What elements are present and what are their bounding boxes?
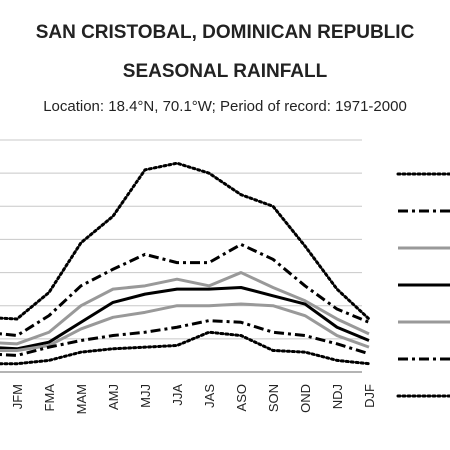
- x-tick-label: MJJ: [138, 384, 153, 408]
- series-line-6: [0, 319, 370, 357]
- x-tick-label: JFM: [10, 384, 25, 409]
- x-tick-label: JAS: [202, 384, 217, 408]
- series-line-3: [0, 271, 370, 346]
- series-line-1: [0, 161, 371, 321]
- x-tick-label: AMJ: [106, 384, 121, 410]
- x-tick-label: NDJ: [330, 384, 345, 409]
- x-tick-label: FMA: [42, 384, 57, 412]
- series-line-5: [0, 302, 370, 352]
- x-tick-label: DJF: [362, 384, 377, 408]
- series-line-2: [0, 242, 370, 338]
- chart-gridlines: [0, 139, 362, 373]
- series-line-4: [0, 285, 370, 351]
- x-tick-label: OND: [298, 384, 313, 413]
- chart-series: [0, 161, 371, 366]
- x-tick-label: ASO: [234, 384, 249, 411]
- x-tick-labels: JFM FMA MAM AMJ MJJ JJA JAS ASO SON OND NDJ DJF: [10, 384, 377, 415]
- chart-legend: [396, 172, 450, 398]
- x-tick-label: MAM: [74, 384, 89, 414]
- x-tick-label: JJA: [170, 384, 185, 406]
- chart-subtitle: Location: 18.4°N, 70.1°W; Period of reco…: [43, 98, 407, 115]
- series-line-7: [0, 330, 371, 366]
- chart-title-line2: SEASONAL RAINFALL: [122, 61, 328, 82]
- x-tick-label: SON: [266, 384, 281, 412]
- chart-title-line1: SAN CRISTOBAL, DOMINICAN REPUBLIC: [35, 22, 415, 43]
